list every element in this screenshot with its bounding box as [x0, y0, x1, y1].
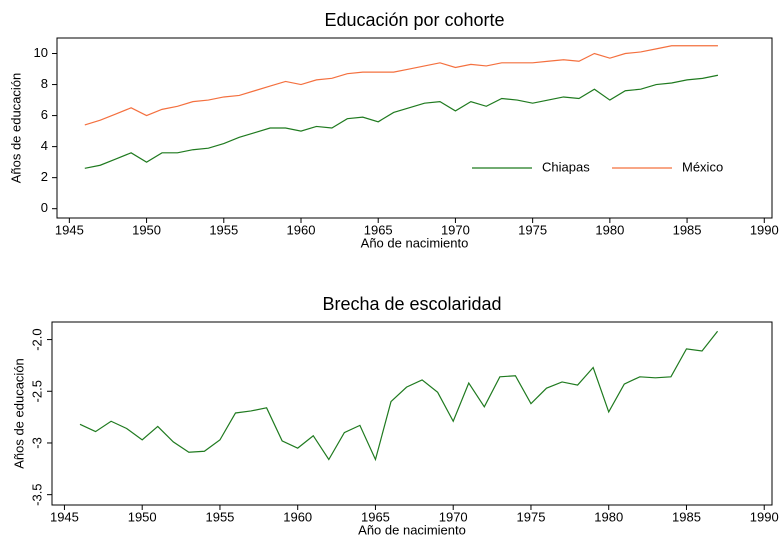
x-tick-label: 1950 [128, 509, 157, 524]
y-tick-label: -3.5 [29, 483, 44, 505]
x-tick-label: 1990 [750, 222, 779, 237]
x-tick-label: 1975 [517, 509, 546, 524]
x-tick-label: 1965 [361, 509, 390, 524]
x-tick-label: 1985 [673, 222, 702, 237]
legend-label: México [682, 159, 723, 174]
y-axis-label: Años de educación [11, 358, 26, 469]
y-axis-label: Años de educación [8, 73, 23, 184]
plot-frame [51, 321, 773, 506]
series-line [84, 74, 719, 169]
y-tick-label: 6 [41, 107, 48, 122]
x-tick-label: 1980 [595, 222, 624, 237]
x-tick-label: 1985 [672, 509, 701, 524]
series-line [79, 330, 719, 462]
x-tick-label: 1950 [132, 222, 161, 237]
x-tick-label: 1955 [205, 509, 234, 524]
x-tick-label: 1945 [50, 509, 79, 524]
x-tick-label: 1960 [287, 222, 316, 237]
x-tick-label: 1980 [594, 509, 623, 524]
x-axis-label: Año de nacimiento [358, 522, 466, 537]
y-tick-label: -3 [29, 437, 44, 449]
y-tick-label: 0 [41, 200, 48, 215]
chart-title: Educación por cohorte [324, 10, 504, 30]
y-tick-label: 10 [34, 45, 48, 60]
y-tick-label: -2.5 [29, 380, 44, 402]
x-axis-label: Año de nacimiento [361, 235, 469, 250]
series-line [84, 45, 718, 126]
y-tick-label: 2 [41, 169, 48, 184]
x-tick-label: 1960 [283, 509, 312, 524]
x-tick-label: 1970 [439, 509, 468, 524]
x-tick-label: 1975 [518, 222, 547, 237]
x-tick-label: 1965 [364, 222, 393, 237]
y-tick-label: -2.0 [29, 328, 44, 350]
plot-frame [56, 37, 773, 219]
legend-label: Chiapas [542, 159, 590, 174]
x-tick-label: 1990 [750, 509, 779, 524]
y-tick-label: 8 [41, 76, 48, 91]
y-tick-label: 4 [41, 138, 48, 153]
x-tick-label: 1955 [209, 222, 238, 237]
x-tick-label: 1945 [55, 222, 84, 237]
x-tick-label: 1970 [441, 222, 470, 237]
chart-title: Brecha de escolaridad [322, 294, 501, 314]
